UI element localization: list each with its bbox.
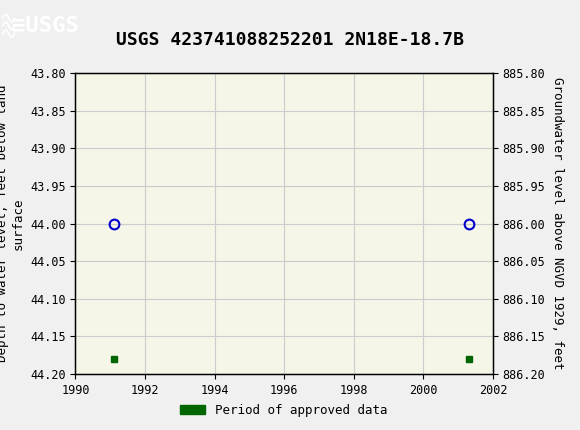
- Y-axis label: Groundwater level above NGVD 1929, feet: Groundwater level above NGVD 1929, feet: [551, 77, 564, 370]
- Text: USGS 423741088252201 2N18E-18.7B: USGS 423741088252201 2N18E-18.7B: [116, 31, 464, 49]
- Y-axis label: Depth to water level, feet below land
surface: Depth to water level, feet below land su…: [0, 85, 24, 362]
- Text: ≡USGS: ≡USGS: [12, 16, 78, 36]
- Legend: Period of approved data: Period of approved data: [176, 399, 393, 422]
